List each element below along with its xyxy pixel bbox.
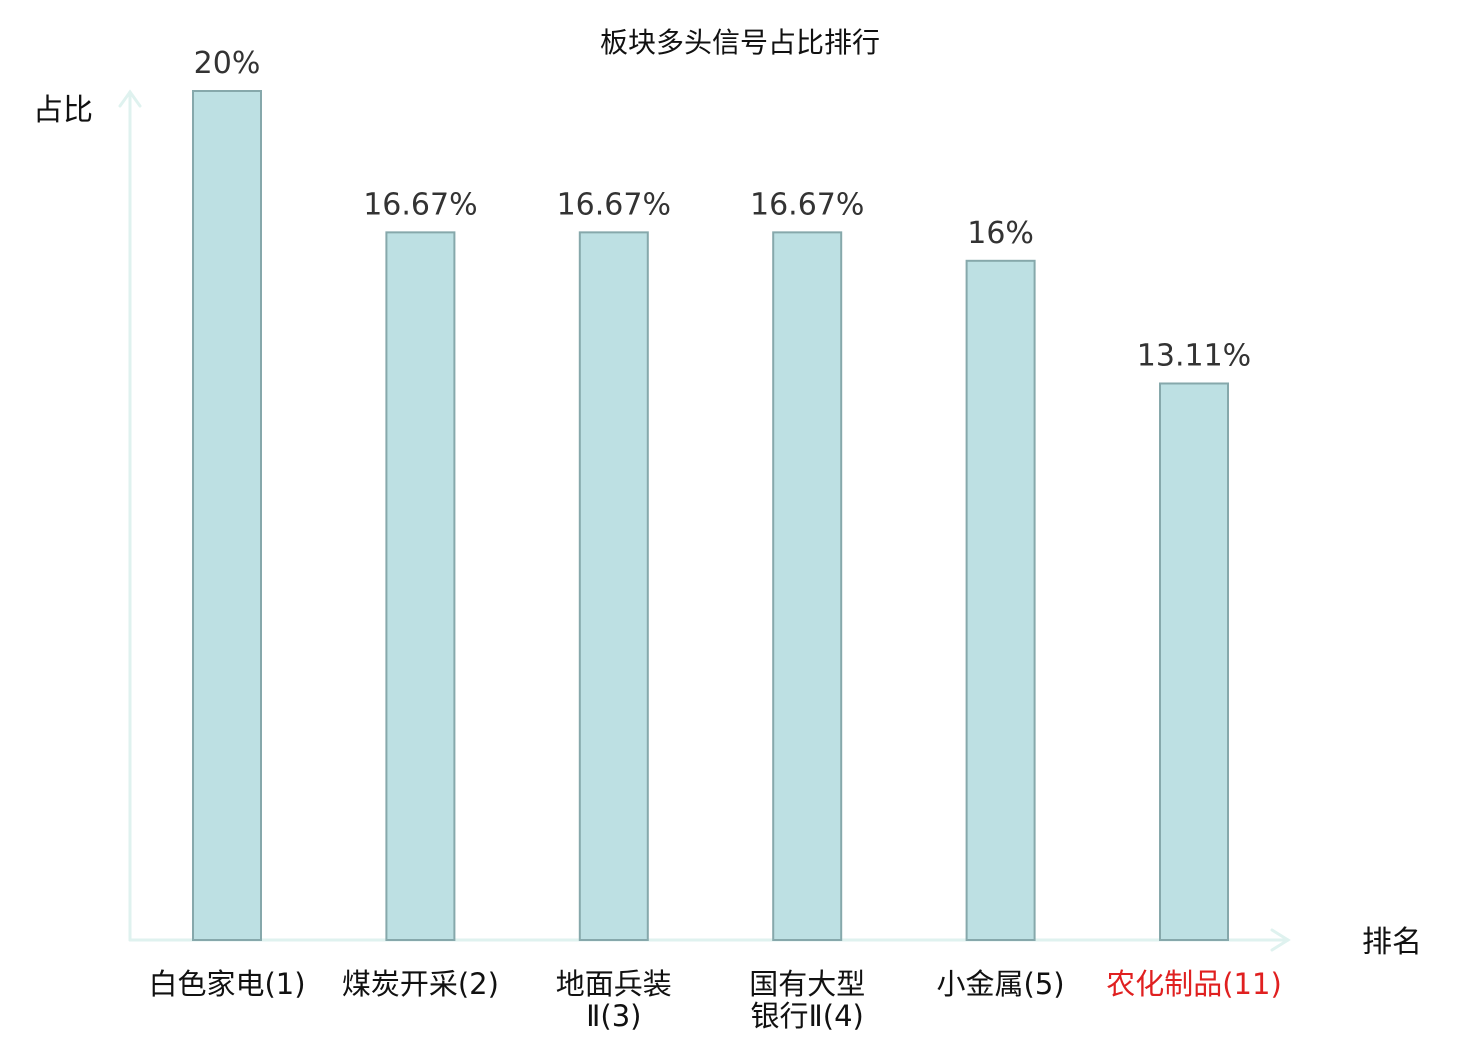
category-label: 煤炭开采(2) bbox=[342, 967, 499, 1001]
bars-group bbox=[192, 90, 1229, 941]
category-label: 农化制品(11) bbox=[1106, 967, 1282, 1001]
chart-title: 板块多头信号占比排行 bbox=[600, 26, 880, 59]
category-label: 小金属(5) bbox=[937, 967, 1065, 1001]
value-labels-group: 20% 16.67% 16.67% 16.67% 16% 13.11% bbox=[194, 46, 1252, 373]
value-label: 16% bbox=[967, 216, 1034, 251]
value-label: 16.67% bbox=[363, 187, 477, 222]
value-label: 16.67% bbox=[750, 187, 864, 222]
y-axis-arrowhead bbox=[118, 89, 142, 108]
bar bbox=[772, 231, 843, 941]
bar bbox=[1159, 382, 1229, 941]
y-axis-label: 占比 bbox=[33, 93, 93, 128]
x-axis-label: 排名 bbox=[1362, 925, 1422, 960]
bar bbox=[192, 90, 262, 941]
value-label: 13.11% bbox=[1137, 338, 1251, 373]
category-label: 银行Ⅱ(4) bbox=[751, 999, 864, 1033]
category-label: 地面兵装 bbox=[556, 967, 672, 1001]
bar bbox=[385, 231, 456, 941]
category-label: 国有大型 bbox=[749, 967, 865, 1001]
category-label: 白色家电(1) bbox=[148, 967, 305, 1001]
value-label: 20% bbox=[194, 46, 261, 81]
bar bbox=[578, 231, 649, 941]
value-label: 16.67% bbox=[557, 187, 671, 222]
x-axis-arrowhead bbox=[1270, 928, 1291, 952]
category-label: Ⅱ(3) bbox=[586, 999, 641, 1033]
bar bbox=[965, 259, 1036, 941]
